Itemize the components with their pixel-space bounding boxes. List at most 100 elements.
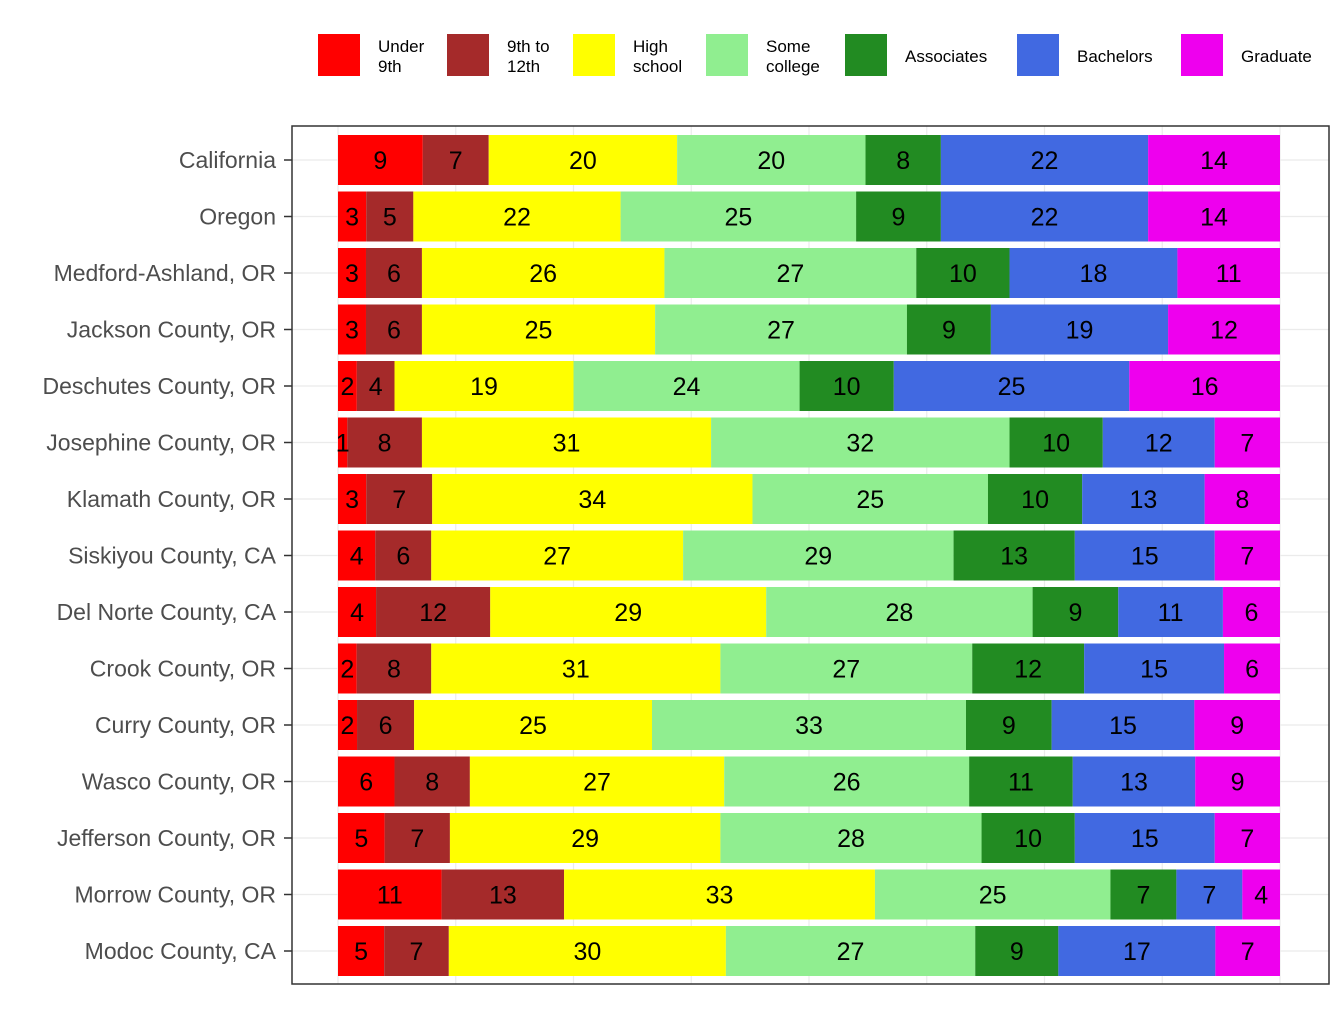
bar-deschutes-county-or-some-college: [573, 361, 800, 411]
bar-california-9th-to-12th: [422, 135, 489, 185]
bar-wasco-county-or-associates: [969, 756, 1073, 807]
data-label-jackson-county-or-under-9th: 3: [345, 317, 359, 345]
bar-klamath-county-or-9th-to-12th: [366, 474, 433, 524]
bar-oregon-associates: [856, 191, 941, 242]
data-label-jackson-county-or-9th-to-12th: 6: [387, 317, 401, 345]
data-label-oregon-some-college: 25: [724, 204, 752, 232]
legend: Under 9th 9th to 12th High school Some college A…: [318, 34, 1312, 76]
data-label-jackson-county-or-bachelors: 19: [1066, 317, 1094, 345]
bar-del-norte-county-ca-bachelors: [1118, 587, 1223, 637]
bar-josephine-county-or-under-9th: [338, 417, 348, 468]
data-label-josephine-county-or-9th-to-12th: 8: [378, 430, 392, 458]
data-label-morrow-county-or-bachelors: 7: [1202, 882, 1216, 910]
data-label-siskiyou-county-ca-bachelors: 15: [1131, 543, 1159, 571]
bar-medford-ashland-or-9th-to-12th: [365, 248, 422, 298]
data-label-morrow-county-or-9th-to-12th: 13: [489, 882, 517, 910]
legend-label-some-college: Some college: [766, 37, 820, 76]
bar-curry-county-or-associates: [966, 700, 1052, 750]
data-label-del-norte-county-ca-9th-to-12th: 12: [419, 599, 447, 627]
bar-klamath-county-or-graduate: [1204, 474, 1280, 524]
data-label-crook-county-or-high-school: 31: [562, 656, 590, 684]
data-label-oregon-graduate: 14: [1200, 204, 1228, 232]
legend-label-high-school: High school: [633, 37, 682, 76]
data-label-medford-ashland-or-graduate: 11: [1216, 260, 1242, 288]
bar-modoc-county-ca-some-college: [725, 926, 976, 976]
y-tick-label-siskiyou-county-ca: Siskiyou County, CA: [68, 543, 277, 569]
bar-deschutes-county-or-associates: [799, 361, 894, 411]
y-tick-label-josephine-county-or: Josephine County, OR: [46, 430, 276, 456]
bar-morrow-county-or-bachelors: [1176, 869, 1243, 920]
data-label-oregon-under-9th: 3: [345, 204, 359, 232]
data-label-medford-ashland-or-some-college: 27: [776, 260, 804, 288]
bar-jackson-county-or-9th-to-12th: [365, 304, 422, 355]
data-label-wasco-county-or-9th-to-12th: 8: [425, 769, 439, 797]
data-label-medford-ashland-or-9th-to-12th: 6: [387, 260, 401, 288]
bar-jefferson-county-or-bachelors: [1074, 813, 1215, 863]
data-label-california-graduate: 14: [1200, 147, 1228, 175]
bar-josephine-county-or-bachelors: [1102, 417, 1215, 468]
bar-del-norte-county-ca-under-9th: [338, 587, 377, 637]
bar-oregon-under-9th: [338, 191, 367, 242]
bar-wasco-county-or-high-school: [469, 756, 725, 807]
bar-del-norte-county-ca-graduate: [1222, 587, 1280, 637]
bar-wasco-county-or-under-9th: [338, 756, 395, 807]
bar-wasco-county-or-bachelors: [1072, 756, 1196, 807]
data-label-curry-county-or-graduate: 9: [1230, 712, 1244, 740]
data-label-siskiyou-county-ca-associates: 13: [1000, 543, 1028, 571]
data-label-jefferson-county-or-associates: 10: [1014, 825, 1042, 853]
bar-medford-ashland-or-some-college: [664, 248, 917, 298]
data-label-crook-county-or-bachelors: 15: [1140, 656, 1168, 684]
bar-modoc-county-ca-high-school: [448, 926, 726, 976]
data-label-oregon-associates: 9: [892, 204, 906, 232]
bar-jackson-county-or-bachelors: [990, 304, 1169, 355]
data-label-jackson-county-or-high-school: 25: [525, 317, 553, 345]
data-label-deschutes-county-or-9th-to-12th: 4: [369, 373, 383, 401]
data-label-oregon-high-school: 22: [503, 204, 531, 232]
data-label-morrow-county-or-associates: 7: [1136, 882, 1150, 910]
bar-jackson-county-or-graduate: [1168, 304, 1280, 355]
data-label-josephine-county-or-some-college: 32: [846, 430, 874, 458]
bar-jefferson-county-or-associates: [981, 813, 1075, 863]
data-label-crook-county-or-under-9th: 2: [340, 656, 354, 684]
data-label-curry-county-or-bachelors: 15: [1109, 712, 1137, 740]
bar-wasco-county-or-graduate: [1195, 756, 1280, 807]
bar-del-norte-county-ca-some-college: [766, 587, 1033, 637]
data-label-siskiyou-county-ca-9th-to-12th: 6: [396, 543, 410, 571]
bar-siskiyou-county-ca-bachelors: [1074, 530, 1215, 581]
data-label-morrow-county-or-graduate: 4: [1254, 882, 1268, 910]
y-axis: California Oregon Medford-Ashland, OR Jacks…: [42, 147, 292, 964]
data-label-jefferson-county-or-high-school: 29: [571, 825, 599, 853]
bar-modoc-county-ca-9th-to-12th: [384, 926, 449, 976]
data-label-medford-ashland-or-high-school: 26: [529, 260, 557, 288]
data-label-josephine-county-or-under-9th: 1: [336, 430, 350, 458]
data-label-siskiyou-county-ca-graduate: 7: [1240, 543, 1254, 571]
data-label-california-associates: 8: [896, 147, 910, 175]
data-label-klamath-county-or-graduate: 8: [1235, 486, 1249, 514]
bar-crook-county-or-high-school: [431, 643, 721, 694]
bar-curry-county-or-some-college: [652, 700, 966, 750]
data-label-wasco-county-or-associates: 11: [1008, 769, 1034, 797]
bar-deschutes-county-or-bachelors: [893, 361, 1130, 411]
bar-josephine-county-or-associates: [1009, 417, 1103, 468]
y-tick-label-jefferson-county-or: Jefferson County, OR: [57, 825, 276, 851]
data-label-josephine-county-or-bachelors: 12: [1145, 430, 1173, 458]
segment-labels: 9 7 20 20 8 22 143 5 22 25 9 22 143 6 26 27 10 18 113 6 25 27…: [336, 147, 1268, 966]
bar-jefferson-county-or-high-school: [449, 813, 721, 863]
data-label-curry-county-or-high-school: 25: [519, 712, 547, 740]
bar-modoc-county-ca-bachelors: [1058, 926, 1216, 976]
bar-josephine-county-or-graduate: [1214, 417, 1280, 468]
data-label-modoc-county-ca-associates: 9: [1010, 938, 1024, 966]
legend-key-under-9th: [318, 34, 360, 76]
bar-del-norte-county-ca-9th-to-12th: [376, 587, 491, 637]
data-label-wasco-county-or-under-9th: 6: [359, 769, 373, 797]
bar-medford-ashland-or-associates: [916, 248, 1010, 298]
bar-morrow-county-or-some-college: [874, 869, 1111, 920]
bar-crook-county-or-associates: [972, 643, 1085, 694]
y-tick-label-deschutes-county-or: Deschutes County, OR: [42, 373, 276, 399]
data-label-california-bachelors: 22: [1031, 147, 1059, 175]
legend-key-some-college: [706, 34, 748, 76]
data-label-del-norte-county-ca-some-college: 28: [885, 599, 913, 627]
data-label-california-high-school: 20: [569, 147, 597, 175]
bar-medford-ashland-or-under-9th: [338, 248, 366, 298]
